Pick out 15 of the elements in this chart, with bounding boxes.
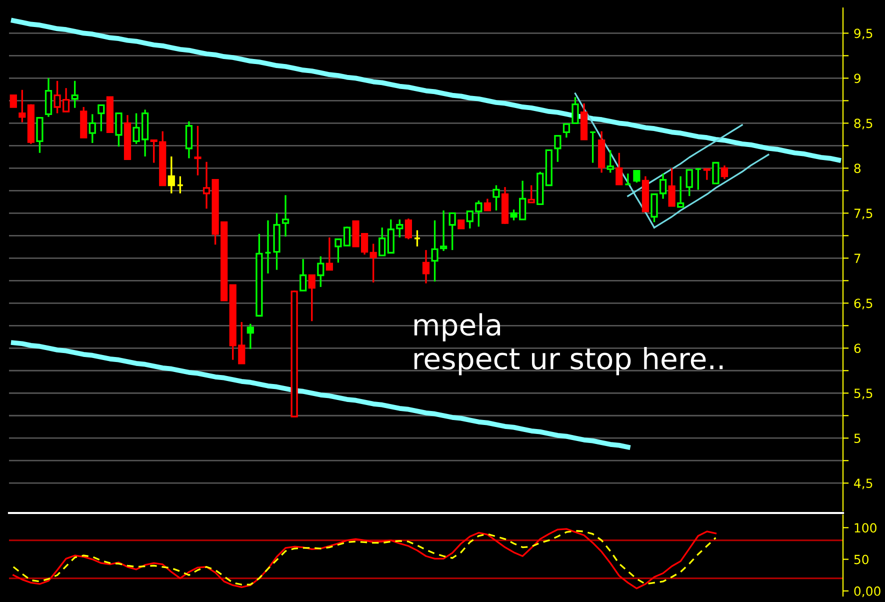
y-tick-label: 4,5 (854, 478, 872, 490)
y-tick-label: 6 (854, 344, 861, 354)
y-tick-label: 9 (854, 74, 860, 84)
annotation: mpela respect ur stop here.. (414, 313, 723, 376)
y-tick-label: 5 (854, 434, 860, 444)
y-tick-label: 6,5 (854, 298, 872, 310)
y-tick-label: 8,5 (854, 118, 872, 130)
y-tick-label: 100 (854, 523, 876, 533)
y-tick-label: 7,5 (854, 208, 872, 220)
y-tick-label: 50 (854, 554, 868, 564)
y-tick-label: 9,5 (854, 28, 872, 40)
y-tick-label: 8 (854, 164, 861, 174)
y-tick-label: 5,5 (854, 388, 872, 400)
y-tick-label: 7 (854, 254, 860, 263)
y-tick-label: 0,00 (854, 586, 880, 598)
